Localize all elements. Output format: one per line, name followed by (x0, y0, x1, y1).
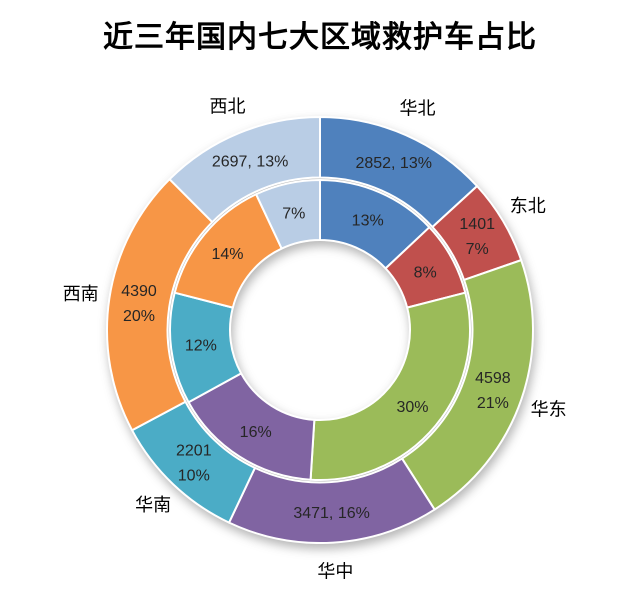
data-label-outer-0: 2852, 13% (355, 155, 432, 172)
data-label-inner-0: 13% (352, 212, 384, 229)
donut-labels: 13% 8% 30% 16% 12% 14% 7% 2852, 13% 1401 7% 4598 21… (63, 96, 567, 581)
category-label-0: 华北 (400, 99, 436, 119)
data-label-inner-3: 16% (240, 424, 272, 441)
chart-title: 近三年国内七大区域救护车占比 (103, 21, 537, 54)
donut-segment-inner-6 (255, 179, 321, 250)
category-label-5: 西南 (63, 284, 99, 304)
data-label-outer-6: 2697, 13% (212, 153, 289, 170)
category-label-6: 西北 (210, 96, 246, 116)
data-label-inner-5: 14% (211, 246, 243, 263)
data-label-outer-5: 4390 20% (121, 283, 157, 325)
category-label-3: 华中 (317, 562, 353, 582)
category-label-4: 华南 (135, 495, 171, 515)
data-label-outer-3: 3471, 16% (293, 505, 370, 522)
data-label-outer-2: 4598 21% (475, 370, 511, 412)
data-label-inner-6: 7% (282, 205, 305, 222)
data-label-outer-1: 1401 7% (459, 216, 495, 258)
category-label-2: 华东 (531, 399, 567, 419)
data-label-inner-4: 12% (185, 338, 217, 355)
donut-segment-inner-2 (309, 291, 471, 481)
donut-rings (106, 116, 534, 544)
data-label-inner-1: 8% (414, 265, 437, 282)
data-label-inner-2: 30% (396, 399, 428, 416)
data-label-outer-4: 2201 10% (176, 443, 212, 485)
category-label-1: 东北 (510, 196, 546, 216)
donut-segment-outer-6 (168, 116, 321, 224)
